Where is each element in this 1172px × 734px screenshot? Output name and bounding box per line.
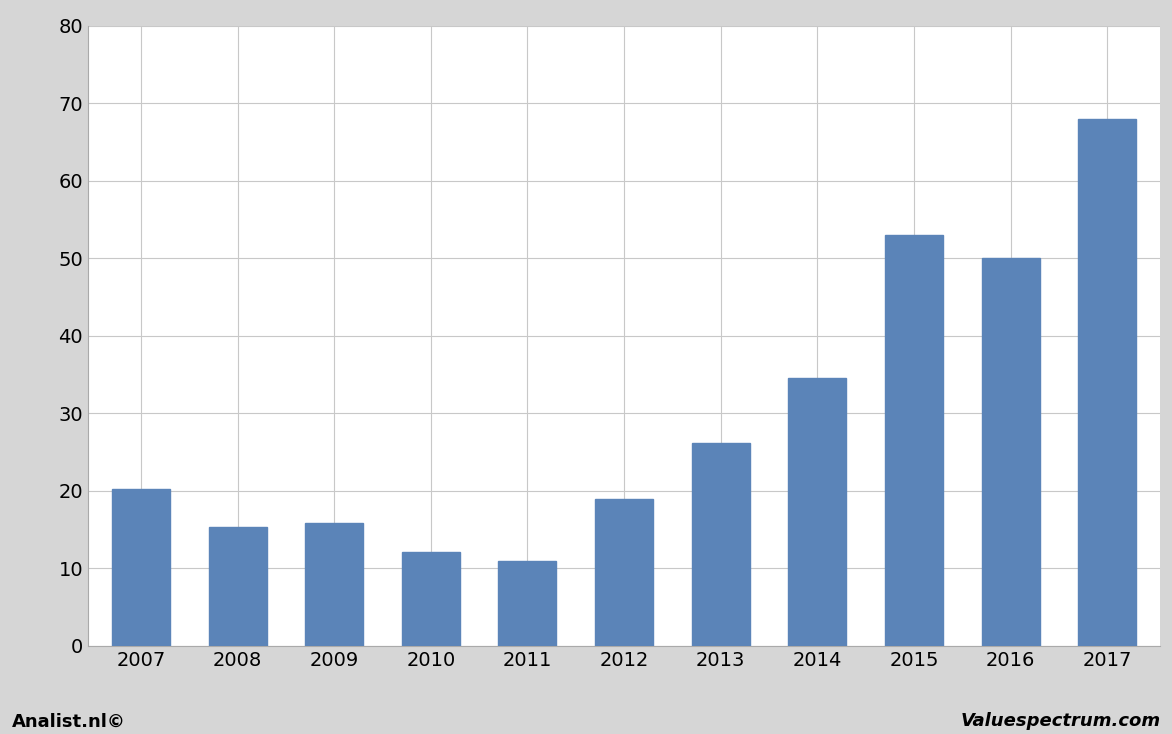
Bar bbox=[402, 552, 459, 646]
Text: Analist.nl©: Analist.nl© bbox=[12, 712, 125, 730]
Bar bbox=[595, 498, 653, 646]
Bar bbox=[885, 235, 943, 646]
Bar bbox=[789, 379, 846, 646]
Bar bbox=[209, 527, 266, 646]
Bar bbox=[498, 561, 557, 646]
Bar bbox=[981, 258, 1040, 646]
Text: Valuespectrum.com: Valuespectrum.com bbox=[960, 712, 1160, 730]
Bar bbox=[1078, 119, 1136, 646]
Bar bbox=[305, 523, 363, 646]
Bar bbox=[691, 443, 750, 646]
Bar bbox=[113, 489, 170, 646]
